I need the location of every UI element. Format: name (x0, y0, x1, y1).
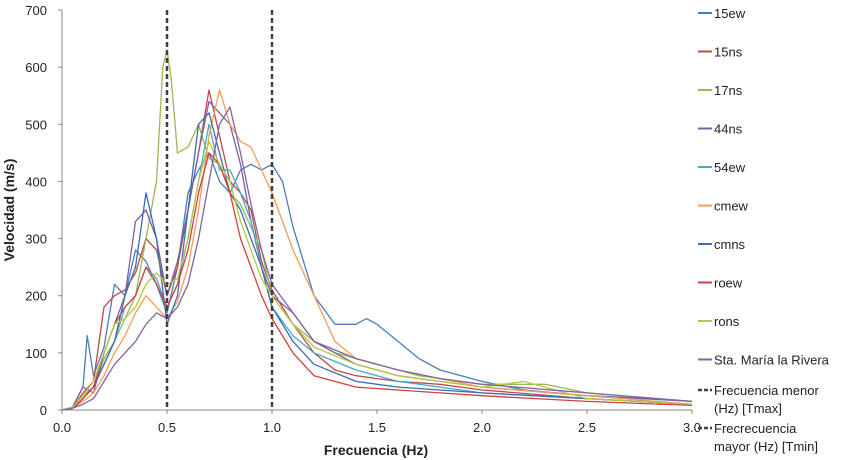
legend-label-ref-0: Frecuencia menor (714, 383, 819, 398)
legend-label-0: 15ew (714, 6, 746, 21)
x-tick-label: 0.0 (53, 420, 71, 435)
series-line-2 (61, 49, 693, 411)
legend-label-8: rons (714, 314, 740, 329)
legend-label-ref-1: mayor (Hz) [Tmin] (714, 439, 818, 454)
x-tick-label: 3.0 (683, 420, 701, 435)
legend-label-5: cmew (714, 199, 749, 214)
y-tick-label: 100 (25, 346, 47, 361)
x-tick-label: 2.0 (473, 420, 491, 435)
y-axis-title: Velocidad (m/s) (1, 159, 17, 262)
legend: 15ew 15ns 17ns 44ns 54ew cmew cmns roew rons Sta.… (698, 6, 830, 454)
x-tick-label: 1.5 (368, 420, 386, 435)
series-line-4 (61, 123, 693, 411)
series-line-9 (61, 106, 693, 411)
y-tick-label: 700 (25, 3, 47, 18)
y-tick-label: 500 (25, 117, 47, 132)
legend-label-6: cmns (714, 237, 746, 252)
legend-label-9: Sta. María la Rivera (714, 353, 830, 368)
series-line-6 (61, 112, 693, 411)
legend-label-ref-0: (Hz) [Tmax] (714, 401, 782, 416)
x-tick-label: 1.0 (263, 420, 281, 435)
y-axis-ticks: 0 100 200 300 400 500 600 700 (25, 3, 62, 418)
legend-label-7: roew (714, 276, 743, 291)
y-tick-label: 600 (25, 60, 47, 75)
y-tick-label: 400 (25, 174, 47, 189)
legend-label-1: 15ns (714, 45, 743, 60)
legend-label-ref-1: Frecrecuencia (714, 421, 797, 436)
legend-label-3: 44ns (714, 122, 743, 137)
y-tick-label: 200 (25, 289, 47, 304)
series-line-1 (61, 89, 693, 411)
legend-label-2: 17ns (714, 83, 743, 98)
plot-area (61, 10, 693, 411)
y-tick-label: 300 (25, 232, 47, 247)
series-line-7 (61, 152, 693, 411)
series-line-0 (61, 152, 693, 411)
x-axis-ticks: 0.0 0.5 1.0 1.5 2.0 2.5 3.0 (53, 410, 701, 435)
y-tick-label: 0 (40, 403, 47, 418)
legend-label-4: 54ew (714, 160, 746, 175)
x-tick-label: 2.5 (578, 420, 596, 435)
x-axis-title: Frecuencia (Hz) (324, 442, 428, 458)
x-tick-label: 0.5 (158, 420, 176, 435)
